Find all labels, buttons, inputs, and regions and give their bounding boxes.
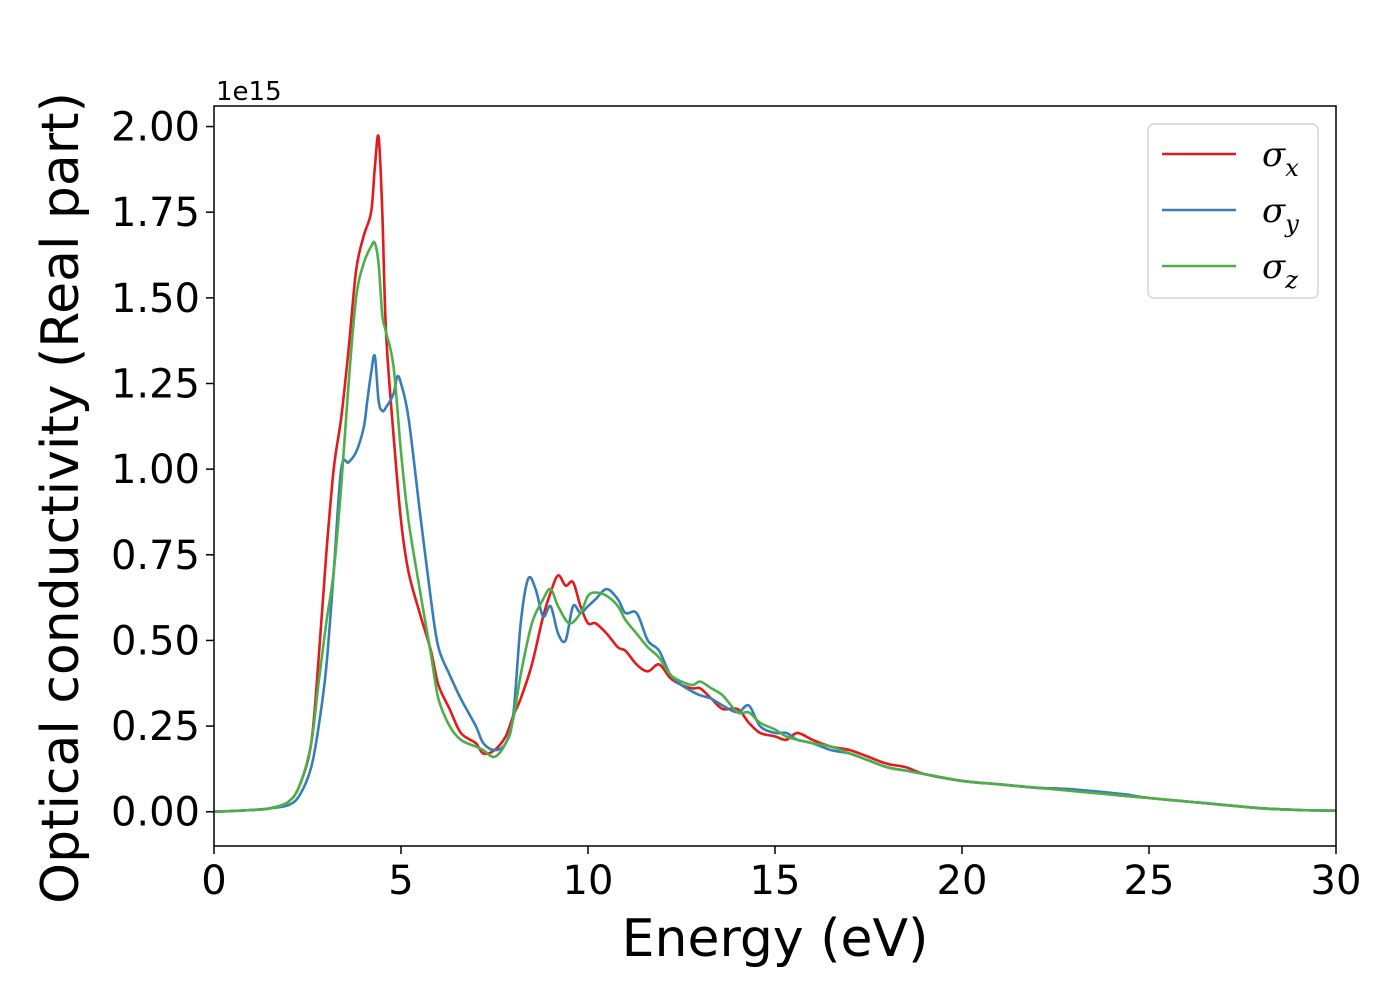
series-line-sigma-x — [213, 134, 1337, 813]
series-line-sigma-y — [213, 353, 1337, 813]
y-tick-label: 0.50 — [111, 618, 200, 664]
series-line-sigma-z — [213, 240, 1337, 813]
x-tick-label: 30 — [1311, 858, 1362, 904]
x-tick-label: 5 — [388, 858, 413, 904]
legend: σx σy σz — [1147, 123, 1319, 299]
x-tick-label: 25 — [1124, 858, 1175, 904]
y-tick-label: 0.25 — [111, 704, 200, 750]
ticks-layer: 0 5 10 15 20 25 30 0.00 0.25 0.50 0.75 1.00 1.25 1.50… — [111, 105, 1362, 904]
y-tick-label: 1.75 — [111, 190, 200, 236]
y-tick-label: 1.25 — [111, 362, 200, 408]
y-axis-offset-label: 1e15 — [216, 77, 282, 107]
legend-label: σx — [1262, 135, 1299, 182]
x-tick-label: 20 — [937, 858, 988, 904]
legend-label: σy — [1262, 191, 1299, 238]
y-axis-label: Optical conductivity (Real part) — [31, 92, 91, 904]
x-axis-label: Energy (eV) — [622, 909, 929, 969]
y-tick-label: 2.00 — [111, 105, 200, 151]
x-tick-label: 10 — [563, 858, 614, 904]
x-tick-label: 15 — [750, 858, 801, 904]
y-tick-label: 1.50 — [111, 276, 200, 322]
y-tick-label: 0.75 — [111, 533, 200, 579]
y-tick-label: 1.00 — [111, 447, 200, 493]
series-layer — [213, 134, 1337, 813]
legend-label: σz — [1262, 247, 1298, 294]
x-tick-label: 0 — [201, 858, 226, 904]
y-tick-label: 0.00 — [111, 790, 200, 836]
